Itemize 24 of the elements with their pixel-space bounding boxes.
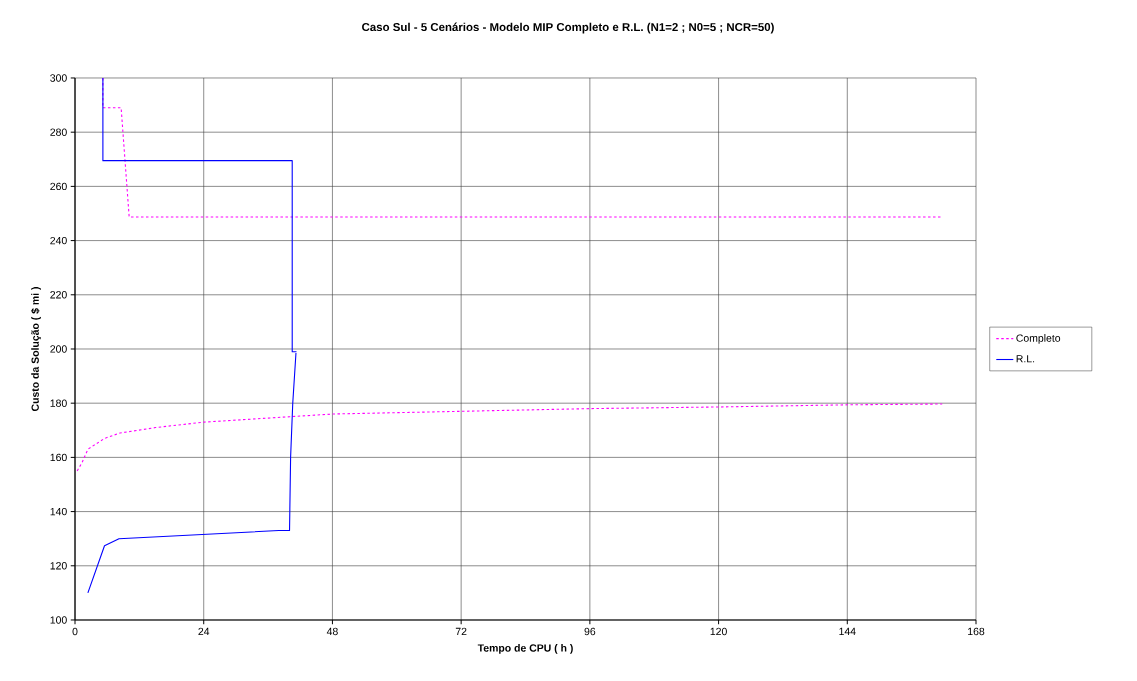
y-tick-label: 240 [50, 236, 67, 245]
y-tick-label: 120 [50, 562, 67, 570]
y-tick-label: 140 [50, 507, 67, 516]
x-tick-label: 168 [968, 627, 985, 636]
y-tick-label: 200 [50, 345, 67, 353]
x-tick-label: 120 [710, 627, 727, 636]
y-tick-label: 160 [50, 453, 67, 462]
y-tick-label: 220 [50, 291, 67, 299]
x-tick-label: 96 [584, 627, 596, 636]
chart-title: Caso Sul - 5 Cenários - Modelo MIP Completo e R.L. (N1=2 ; N0=5 ; NCR=50) [362, 22, 774, 34]
x-tick-label: 0 [72, 627, 78, 636]
x-tick-label: 144 [839, 627, 856, 635]
legend-label: Completo [1016, 334, 1061, 344]
x-tick-label: 72 [455, 627, 467, 636]
y-tick-label: 300 [50, 74, 67, 82]
x-tick-label: 24 [198, 627, 210, 636]
x-axis-title: Tempo de CPU ( h ) [477, 644, 573, 654]
y-axis-title: Custo da Solução ( $ mi ) [31, 287, 41, 412]
x-tick-label: 48 [326, 627, 338, 636]
y-tick-label: 280 [50, 128, 67, 136]
y-tick-label: 100 [50, 616, 67, 624]
y-tick-label: 180 [50, 399, 67, 407]
y-tick-label: 260 [50, 182, 67, 191]
legend-label: R.L. [1016, 355, 1035, 363]
